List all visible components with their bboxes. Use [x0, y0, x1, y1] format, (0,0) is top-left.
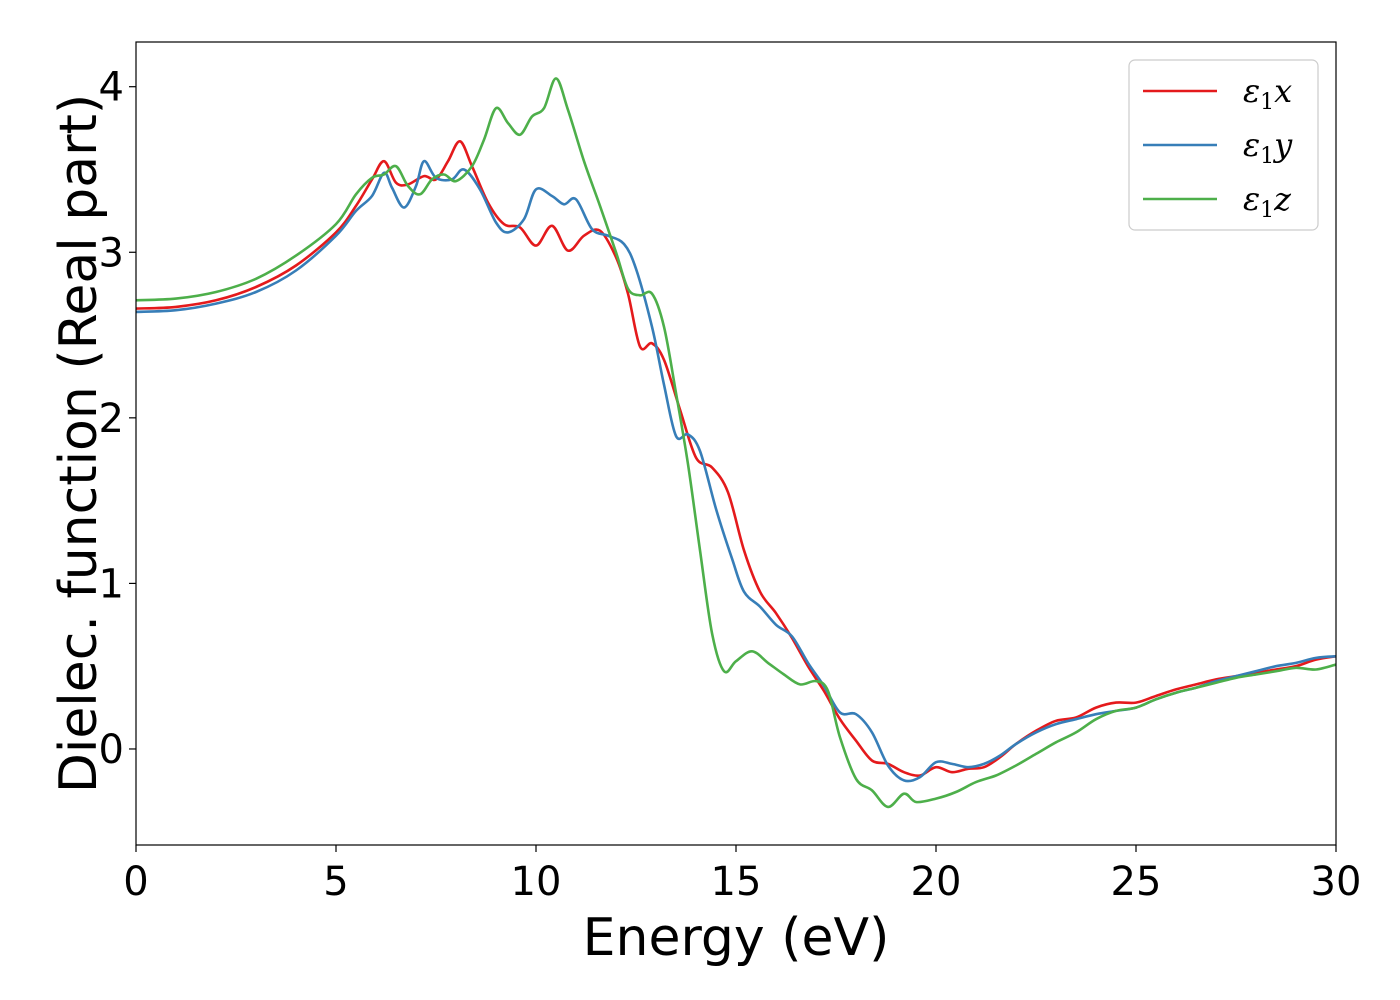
x-tick-label: 5	[323, 859, 348, 905]
legend-label-y: ε1y	[1243, 126, 1293, 169]
x-axis-label: Energy (eV)	[583, 908, 890, 968]
legend: ε1x ε1y ε1z	[1128, 59, 1319, 231]
y-tick-label: 2	[99, 396, 124, 442]
y-tick-label: 4	[99, 65, 124, 111]
y-tick-label: 1	[99, 561, 124, 607]
x-tick-label: 30	[1311, 859, 1362, 905]
x-tick-label: 15	[711, 859, 762, 905]
x-tick-label: 0	[123, 859, 148, 905]
x-tick-label: 25	[1111, 859, 1162, 905]
legend-label-x: ε1x	[1243, 72, 1292, 115]
series-line-x	[136, 140, 1336, 777]
ticks-layer: 0 5 10 15 20 25 30 0 1 2 3 4	[99, 65, 1362, 905]
x-tick-label: 10	[511, 859, 562, 905]
y-axis-label: Dielec. function (Real part)	[49, 94, 109, 793]
legend-label-z: ε1z	[1243, 180, 1292, 223]
y-tick-label: 0	[99, 727, 124, 773]
series-layer	[136, 77, 1336, 809]
x-tick-label: 20	[911, 859, 962, 905]
legend-box	[1128, 59, 1319, 231]
series-line-z	[136, 77, 1336, 809]
y-tick-label: 3	[99, 230, 124, 276]
